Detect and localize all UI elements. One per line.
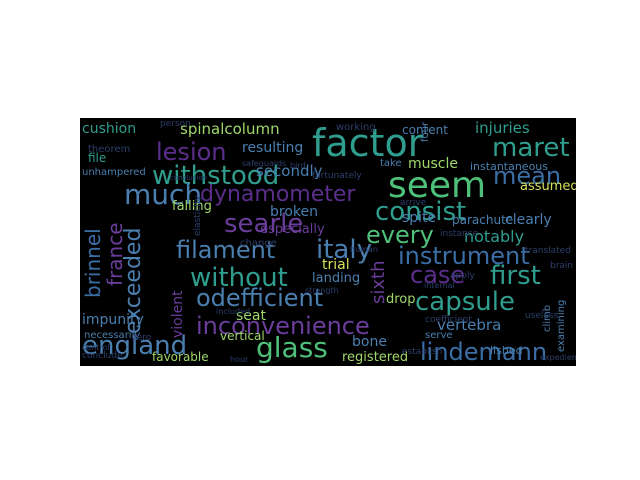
word-bird: bird bbox=[290, 161, 306, 170]
word-italy: italy bbox=[316, 235, 372, 265]
word-unhampered: unhampered bbox=[82, 167, 146, 178]
word-registered: registered bbox=[342, 350, 408, 365]
word-drop: drop bbox=[386, 292, 416, 307]
word-muscle: muscle bbox=[408, 156, 458, 172]
word-odefficient: odefficient bbox=[196, 284, 323, 312]
word-seem: seem bbox=[388, 165, 486, 206]
word-assumed: assumed bbox=[520, 179, 576, 194]
word-translated: translated bbox=[525, 246, 571, 256]
word-impunity: impunity bbox=[82, 312, 144, 328]
word-bone: bone bbox=[352, 334, 387, 350]
word-dynamometer: dynamometer bbox=[200, 182, 356, 207]
word-hour: hour bbox=[230, 355, 249, 364]
word-glass: glass bbox=[256, 331, 328, 364]
word-take: take bbox=[380, 158, 402, 169]
word-injuries: injuries bbox=[475, 119, 530, 137]
word-included: included bbox=[216, 307, 250, 316]
word-especially: especially bbox=[260, 222, 325, 237]
word-safeguards: safeguards bbox=[242, 159, 286, 168]
word-four: four bbox=[420, 121, 431, 142]
word-lesion: lesion bbox=[156, 138, 227, 166]
word-notably: notably bbox=[464, 227, 524, 246]
word-lindemann: lindemann bbox=[420, 338, 547, 366]
word-useless: useless bbox=[525, 311, 559, 321]
word-seat: seat bbox=[236, 308, 266, 324]
word-climb: climb bbox=[542, 305, 553, 332]
word-conclusion: conclusion bbox=[170, 174, 207, 182]
word-favorable: favorable bbox=[152, 350, 209, 364]
word-serve: serve bbox=[425, 330, 453, 341]
word-mean: mean bbox=[493, 162, 561, 190]
word-expedient: expedient bbox=[540, 353, 576, 362]
word-clearly: clearly bbox=[505, 212, 552, 228]
word-trial: trial bbox=[322, 257, 350, 273]
word-spinalcolumn: spinalcolumn bbox=[180, 120, 280, 138]
word-establish: establish bbox=[402, 347, 442, 357]
word-factor: factor bbox=[312, 121, 424, 165]
word-arrive: arrive bbox=[400, 198, 427, 208]
word-falling: falling bbox=[172, 199, 212, 214]
word-parachute: parachute bbox=[452, 213, 513, 227]
word-consist: consist bbox=[375, 197, 466, 227]
word-fortunately: fortunately bbox=[312, 171, 362, 181]
word-instantaneous: instantaneous bbox=[470, 160, 548, 173]
word-content: content bbox=[402, 123, 448, 137]
word-brinnel: brinnel bbox=[81, 228, 105, 298]
word-without: without bbox=[190, 263, 288, 293]
word-change: change bbox=[240, 238, 277, 249]
word-cushion: cushion bbox=[82, 121, 136, 137]
word-maret: maret bbox=[492, 133, 570, 163]
word-much: much bbox=[124, 178, 202, 211]
word-working: working bbox=[336, 122, 376, 133]
word-landing: landing bbox=[312, 271, 360, 286]
word-file: file bbox=[88, 151, 106, 165]
word-resulting: resulting bbox=[242, 140, 303, 156]
word-apply: apply bbox=[450, 271, 475, 281]
word-elasticity: elasticity bbox=[193, 195, 203, 236]
word-instrument: instrument bbox=[398, 242, 530, 270]
word-control: control bbox=[82, 343, 110, 352]
word-england: england bbox=[82, 331, 187, 361]
word-theorem: theorem bbox=[88, 144, 130, 155]
word-capsule: capsule bbox=[415, 287, 515, 317]
word-spite: spite bbox=[402, 210, 436, 226]
word-inconvenience: inconvenience bbox=[196, 312, 370, 340]
word-internal: internal bbox=[424, 281, 455, 290]
word-filament: filament bbox=[176, 236, 275, 264]
word-broken: broken bbox=[270, 204, 318, 220]
word-person: person bbox=[160, 119, 191, 129]
word-violent: violent bbox=[170, 290, 186, 338]
word-withstood: withstood bbox=[152, 161, 279, 191]
word-strength: strength bbox=[305, 286, 339, 295]
word-sixth: sixth bbox=[368, 261, 389, 305]
word-exceeded: exceeded bbox=[121, 228, 146, 334]
word-zero: zero bbox=[132, 333, 152, 343]
word-vertebra: vertebra bbox=[437, 316, 501, 334]
word-necessarily: necessarily bbox=[84, 330, 140, 341]
word-conclude: conclude bbox=[82, 351, 123, 361]
word-secondly: secondly bbox=[256, 162, 323, 180]
word-france: france bbox=[103, 223, 127, 287]
word-brain: brain bbox=[550, 261, 573, 271]
word-lished: lished bbox=[490, 344, 523, 357]
word-first: first bbox=[490, 261, 541, 291]
word-every: every bbox=[366, 221, 434, 249]
word-examining: examining bbox=[556, 300, 567, 352]
word-instance: instance bbox=[440, 229, 479, 239]
word-human: human bbox=[350, 245, 378, 254]
word-searle: searle bbox=[224, 209, 303, 239]
word-coefficient: coefficient bbox=[425, 315, 472, 325]
word-vertical: vertical bbox=[220, 329, 265, 343]
word-case: case bbox=[410, 261, 465, 289]
